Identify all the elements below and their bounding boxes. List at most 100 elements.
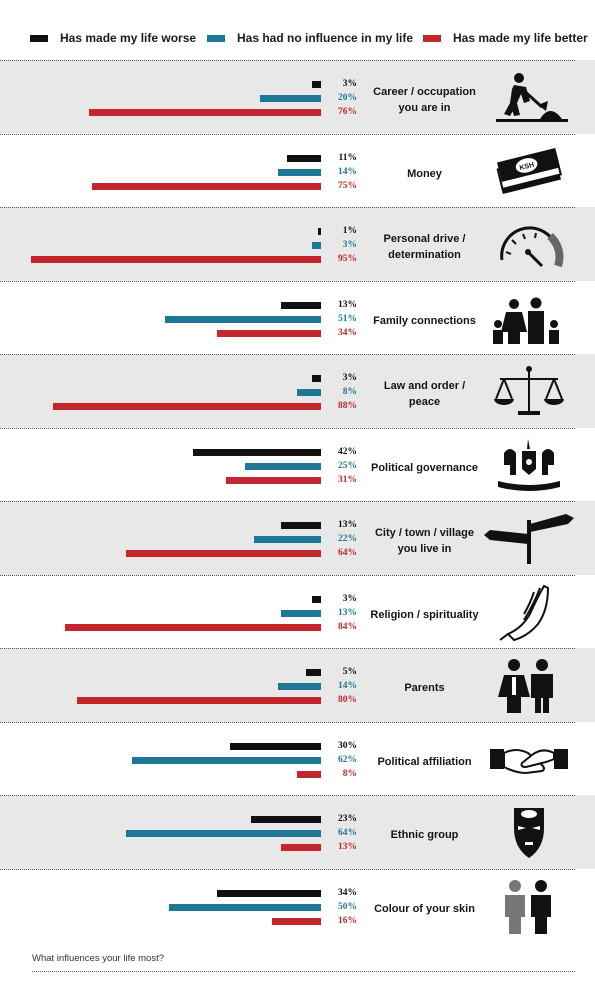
category-label: Personal drive / determination [383,233,466,261]
bar-series-3 [296,771,321,778]
data-label: 22% [338,534,357,544]
handshake-icon [484,729,574,794]
data-label: 64% [338,828,357,838]
bar-series-2 [278,683,321,690]
chart-legend: Has made my life worse Has had no influen… [0,0,595,50]
category-row: 30% 62% 8% Political affiliation [0,722,595,795]
scales-of-justice-icon [484,361,574,426]
bar-series-2 [278,169,321,176]
bar-series-1 [217,890,321,897]
category-row: 13% 22% 64% City / town / village you live i… [0,501,595,575]
category-label: Religion / spirituality [370,609,479,621]
bar-series-1 [305,669,321,676]
bar-series-3 [125,550,321,557]
legend-swatch [423,34,441,42]
data-label: 62% [338,755,357,765]
bar-series-2 [125,830,321,837]
category-label: Law and order / peace [383,380,466,408]
bar-series-3 [226,477,321,484]
row-divider [0,354,575,355]
data-label: 13% [338,300,357,310]
bar-series-1 [281,302,321,309]
data-label: 50% [338,902,357,912]
bar-series-1 [229,743,321,750]
bar-series-1 [250,816,321,823]
data-label: 13% [338,842,357,852]
bar-series-3 [77,697,321,704]
bar-series-3 [217,330,321,337]
svg-text:KSH: KSH [519,162,535,172]
bar-series-2 [244,463,321,470]
bar-series-3 [92,183,321,190]
data-label: 1% [342,226,357,236]
category-label: Career / occupation you are in [373,86,476,114]
bar-series-3 [64,624,321,631]
coat-of-arms-icon [484,435,574,500]
bar-series-2 [281,610,321,617]
category-label: Ethnic group [390,829,459,841]
category-row: 42% 25% 31% Political governance [0,428,595,501]
bar-series-1 [192,449,321,456]
bar-series-2 [296,389,321,396]
data-label: 76% [338,107,357,117]
legend-swatch [207,34,225,42]
legend-label: Has had no influence in my life [237,31,414,45]
data-label: 3% [342,79,357,89]
data-label: 34% [338,328,357,338]
row-divider [0,134,575,135]
data-label: 8% [342,769,357,779]
row-divider [0,575,575,576]
data-label: 95% [338,254,357,264]
data-label: 51% [338,314,357,324]
category-label: Parents [404,682,445,694]
category-row: 3% 20% 76% Career / occupation you are in [0,60,595,134]
bar-series-3 [52,403,321,410]
category-label: Family connections [373,315,476,327]
category-row: 5% 14% 80% Parents [0,648,595,722]
category-label: Political affiliation [377,756,472,768]
category-label: Colour of your skin [374,903,475,915]
legend-label: Has made my life better [453,31,588,45]
bar-series-3 [31,256,321,263]
row-divider [0,795,575,796]
legend-item: Has made my life worse [30,31,196,45]
bar-series-1 [287,155,321,162]
data-label: 42% [338,447,357,457]
category-row: 3% 8% 88% Law and order / peace [0,354,595,428]
category-row: 34% 50% 16% Colour of your skin [0,869,595,942]
row-divider [0,501,575,502]
speedometer-icon [484,214,574,279]
data-label: 31% [338,475,357,485]
data-label: 20% [338,93,357,103]
category-label: Political governance [371,462,478,474]
tribal-mask-icon [484,802,574,867]
bottom-divider [32,971,575,972]
category-label: City / town / village you live in [374,527,475,555]
legend-item: Has made my life better [423,31,588,45]
data-label: 14% [338,681,357,691]
data-label: 13% [338,608,357,618]
data-label: 3% [342,594,357,604]
bar-series-1 [311,375,321,382]
category-label: Money [407,168,442,180]
bar-series-2 [311,242,321,249]
data-label: 25% [338,461,357,471]
signpost-icon [484,508,574,573]
bar-series-2 [168,904,321,911]
data-label: 14% [338,167,357,177]
row-divider [0,869,575,870]
legend-swatch [30,34,48,42]
data-label: 3% [342,240,357,250]
bar-series-2 [131,757,321,764]
data-label: 16% [338,916,357,926]
chart-question-caption: What influences your life most? [32,953,165,964]
legend-label: Has made my life worse [60,31,197,45]
bar-series-1 [281,522,321,529]
data-label: 34% [338,888,357,898]
row-divider [0,648,575,649]
row-divider [0,722,575,723]
category-row: 1% 3% 95% Personal drive / determination [0,207,595,281]
data-label: 30% [338,741,357,751]
data-label: 3% [342,373,357,383]
money-banknotes-icon: KSH [484,141,574,206]
